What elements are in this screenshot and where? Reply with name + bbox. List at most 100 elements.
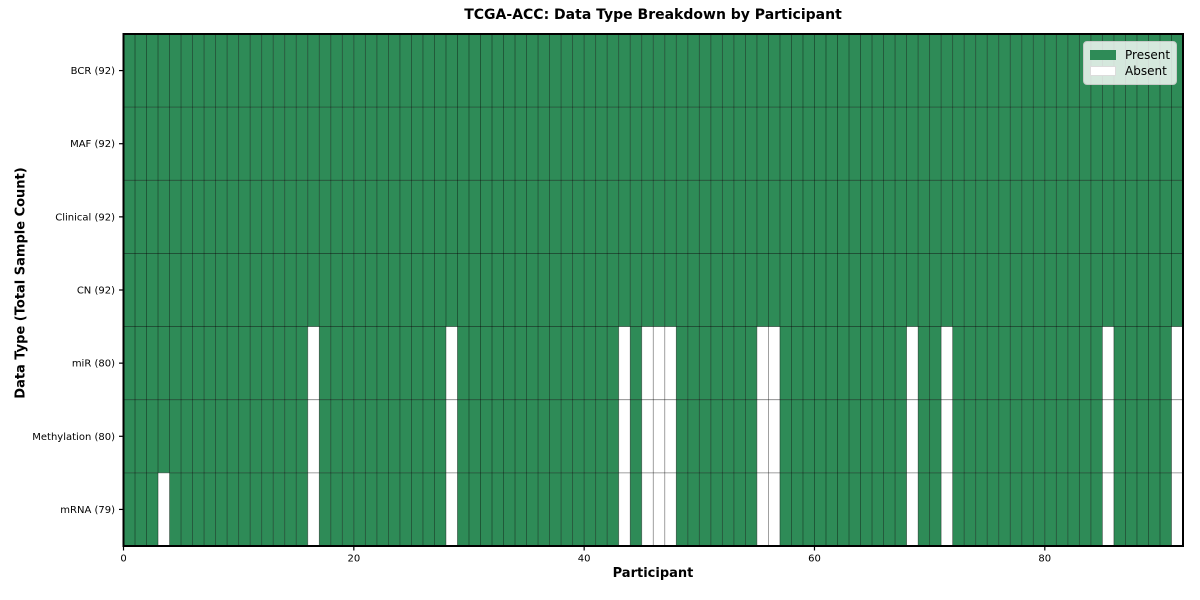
heatmap-cell <box>492 472 504 546</box>
heatmap-cell <box>434 472 446 546</box>
heatmap-cell <box>918 399 930 473</box>
heatmap-cell <box>572 399 585 473</box>
heatmap-cell <box>123 180 136 254</box>
heatmap-cell <box>710 180 723 254</box>
heatmap-cell <box>825 107 838 181</box>
heatmap-cell <box>204 326 216 400</box>
heatmap-cell <box>745 180 757 254</box>
heatmap-cell <box>952 107 965 181</box>
heatmap-cell <box>307 399 320 473</box>
heatmap-cell <box>480 34 493 108</box>
heatmap-cell <box>906 253 919 327</box>
heatmap-cell <box>849 107 861 181</box>
heatmap-cell <box>146 253 159 327</box>
heatmap-cell <box>158 107 170 181</box>
heatmap-cell <box>941 472 953 546</box>
heatmap-cell <box>998 472 1011 546</box>
heatmap-cell <box>641 34 654 108</box>
heatmap-cell <box>975 34 988 108</box>
heatmap-cell <box>457 399 469 473</box>
heatmap-cell <box>1010 253 1022 327</box>
heatmap-cell <box>238 107 251 181</box>
y-tick-label: miR (80) <box>72 359 115 370</box>
heatmap-cell <box>284 107 297 181</box>
heatmap-cell <box>526 180 539 254</box>
heatmap-cell <box>204 253 216 327</box>
heatmap-cell <box>273 253 285 327</box>
heatmap-cell <box>814 34 826 108</box>
heatmap-cell <box>572 326 585 400</box>
heatmap-cell <box>1021 253 1034 327</box>
heatmap-cell <box>676 180 688 254</box>
heatmap-cell <box>1044 472 1057 546</box>
heatmap-cell <box>1171 107 1183 181</box>
heatmap-cell <box>1067 253 1080 327</box>
heatmap-cell <box>1113 326 1126 400</box>
heatmap-cell <box>273 34 285 108</box>
heatmap-cell <box>1102 326 1114 400</box>
y-tick-label: CN (92) <box>77 286 115 297</box>
heatmap-cell <box>1056 34 1068 108</box>
heatmap-cell <box>733 180 746 254</box>
heatmap-cell <box>273 399 285 473</box>
heatmap-cell <box>779 399 792 473</box>
heatmap-cell <box>791 472 803 546</box>
heatmap-cell <box>515 399 527 473</box>
heatmap-cell <box>1044 399 1057 473</box>
heatmap-cell <box>1067 399 1080 473</box>
heatmap-cell <box>1090 180 1103 254</box>
heatmap-cell <box>664 34 677 108</box>
heatmap-cell <box>1033 107 1045 181</box>
heatmap-cell <box>802 326 815 400</box>
heatmap-cell <box>607 472 619 546</box>
heatmap-cell <box>895 399 907 473</box>
heatmap-cell <box>837 472 850 546</box>
heatmap-cell <box>227 180 239 254</box>
heatmap-cell <box>468 472 481 546</box>
heatmap-cell <box>273 472 285 546</box>
heatmap-cell <box>584 34 596 108</box>
heatmap-cell <box>457 107 469 181</box>
heatmap-cell <box>779 253 792 327</box>
heatmap-cell <box>849 34 861 108</box>
heatmap-cell <box>1021 326 1034 400</box>
heatmap-cell <box>227 472 239 546</box>
heatmap-cell <box>918 107 930 181</box>
heatmap-cell <box>434 107 446 181</box>
heatmap-cell <box>399 472 412 546</box>
heatmap-cell <box>825 34 838 108</box>
heatmap-cell <box>319 399 331 473</box>
heatmap-cell <box>146 107 159 181</box>
heatmap-cell <box>376 34 389 108</box>
heatmap-cell <box>572 472 585 546</box>
heatmap-cell <box>192 326 205 400</box>
heatmap-cell <box>376 399 389 473</box>
heatmap-cell <box>399 326 412 400</box>
heatmap-cell <box>503 326 516 400</box>
heatmap-cell <box>641 107 654 181</box>
heatmap-cell <box>733 253 746 327</box>
heatmap-cell <box>192 399 205 473</box>
heatmap-cell <box>825 180 838 254</box>
heatmap-cell <box>1056 253 1068 327</box>
heatmap-cell <box>158 399 170 473</box>
heatmap-cell <box>1090 326 1103 400</box>
y-axis-label: Data Type (Total Sample Count) <box>13 167 29 399</box>
heatmap-cell <box>929 180 942 254</box>
heatmap-cell <box>676 34 688 108</box>
heatmap-cell <box>330 326 343 400</box>
heatmap-cell <box>1033 472 1045 546</box>
heatmap-cell <box>330 253 343 327</box>
heatmap-cell <box>146 180 159 254</box>
heatmap-cell <box>261 472 274 546</box>
heatmap-cell <box>250 180 262 254</box>
heatmap-cell <box>284 253 297 327</box>
heatmap-cell <box>353 253 366 327</box>
heatmap-cell <box>618 326 631 400</box>
heatmap-cell <box>733 107 746 181</box>
heatmap-cell <box>468 253 481 327</box>
heatmap-cell <box>307 253 320 327</box>
heatmap-cell <box>768 107 780 181</box>
heatmap-cell <box>607 399 619 473</box>
